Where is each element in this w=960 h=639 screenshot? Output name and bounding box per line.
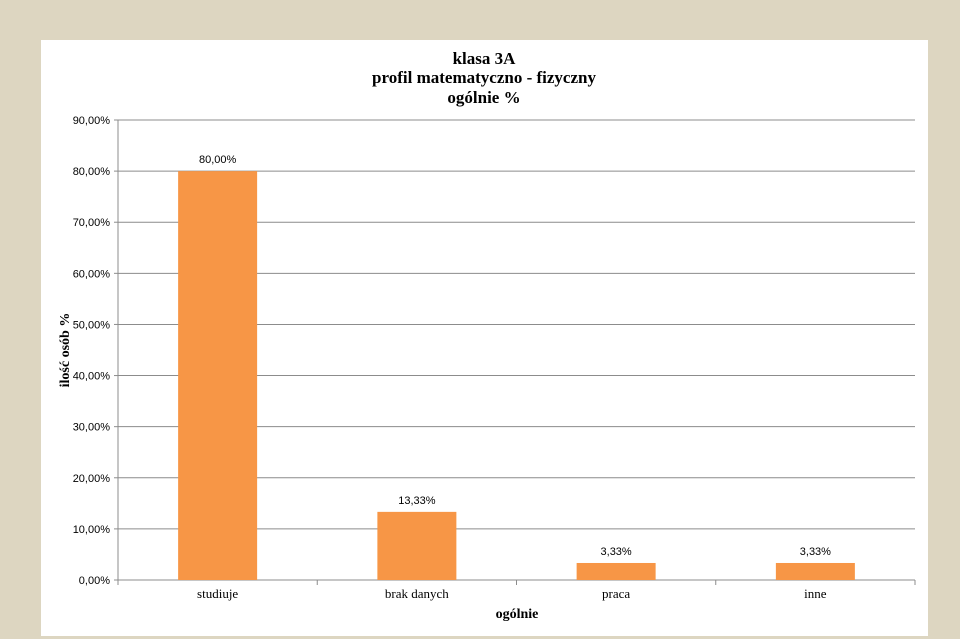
- data-labels: 80,00% 13,33% 3,33% 3,33%: [199, 154, 831, 558]
- bar: [377, 511, 457, 580]
- y-tick-label: 30,00%: [73, 422, 111, 434]
- y-tick-label: 10,00%: [73, 524, 111, 536]
- data-label: 13,33%: [398, 495, 436, 507]
- bar: [178, 171, 258, 580]
- category-label: inne: [804, 586, 827, 601]
- y-tick-label: 40,00%: [73, 371, 111, 383]
- y-tick-label: 20,00%: [73, 473, 111, 485]
- chart-panel: klasa 3A profil matematyczno - fizyczny …: [41, 40, 928, 636]
- bars: [178, 171, 855, 580]
- data-label: 3,33%: [800, 546, 831, 558]
- y-tick-label: 50,00%: [73, 319, 111, 331]
- y-axis-ticks: 0,00% 10,00% 20,00% 30,00% 40,00% 50,00% 60,00…: [73, 115, 118, 587]
- x-axis-categories: studiuje brak danych praca inne: [197, 586, 827, 601]
- y-axis-title: ilość osób %: [58, 313, 73, 388]
- y-tick-label: 80,00%: [73, 166, 111, 178]
- x-axis-title: ogólnie: [496, 607, 539, 622]
- y-tick-label: 90,00%: [73, 115, 111, 127]
- category-label: studiuje: [197, 586, 238, 601]
- bar-chart: klasa 3A profil matematyczno - fizyczny …: [58, 49, 916, 622]
- bar: [576, 562, 656, 580]
- data-label: 80,00%: [199, 154, 237, 166]
- y-tick-label: 0,00%: [79, 575, 110, 587]
- chart-title-line-3: ogólnie %: [447, 88, 520, 107]
- y-tick-label: 60,00%: [73, 268, 111, 280]
- data-label: 3,33%: [601, 546, 632, 558]
- chart-title-line-1: klasa 3A: [453, 49, 517, 68]
- chart-title: klasa 3A profil matematyczno - fizyczny …: [372, 49, 596, 107]
- chart-title-line-2: profil matematyczno - fizyczny: [372, 68, 596, 87]
- bar: [775, 562, 855, 580]
- category-label: praca: [602, 586, 630, 601]
- y-tick-label: 70,00%: [73, 217, 111, 229]
- category-label: brak danych: [385, 586, 449, 601]
